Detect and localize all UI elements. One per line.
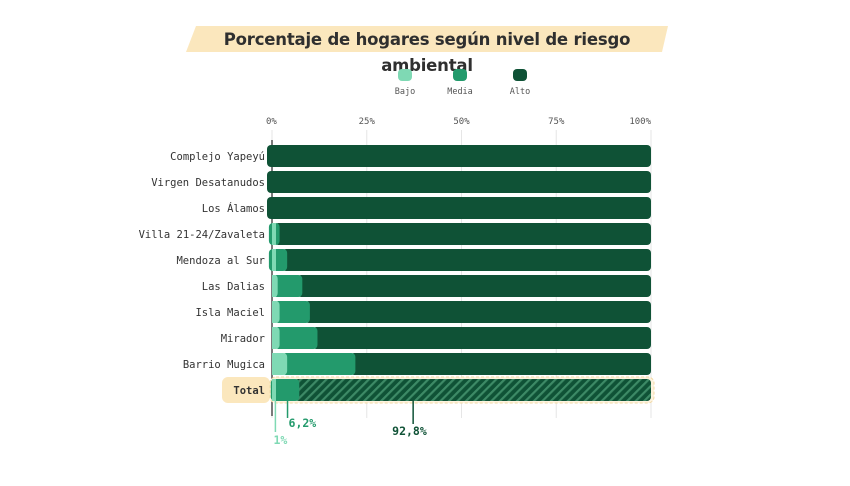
bar-group (268, 223, 651, 245)
bar-segment-alto (267, 197, 651, 219)
bar-group (272, 301, 651, 323)
x-tick-label: 50% (453, 117, 470, 127)
bar-group (267, 145, 651, 167)
bar-left-edge (272, 223, 276, 245)
bar-segment-media (268, 249, 288, 271)
legend-label: Alto (510, 87, 530, 97)
bar-segment-media (270, 379, 300, 401)
category-label: Mirador (221, 333, 265, 345)
legend-label: Media (447, 87, 473, 97)
bar-group (272, 327, 651, 349)
bar-left-edge (272, 301, 276, 323)
bar-group (267, 171, 651, 193)
bar-left-edge (272, 275, 276, 297)
bar-left-edge (272, 145, 276, 167)
bar-segment-alto (267, 145, 651, 167)
bar-group (270, 379, 651, 401)
legend-swatch (513, 69, 527, 81)
bar-segment-media (282, 353, 356, 375)
bar-group (272, 353, 651, 375)
bar-left-edge (272, 379, 276, 401)
bar-segment-alto (297, 275, 651, 297)
x-tick-label: 0% (266, 117, 277, 127)
x-tick-label: 100% (629, 117, 651, 127)
bar-segment-media (274, 301, 310, 323)
legend-swatch (453, 69, 467, 81)
category-label: Isla Maciel (195, 307, 265, 319)
x-tick-label: 75% (548, 117, 565, 127)
bar-group (267, 197, 651, 219)
annotation-media: 6,2% (289, 416, 317, 430)
title-banner (186, 26, 668, 52)
bar-left-edge (272, 353, 276, 375)
x-tick-label: 25% (359, 117, 376, 127)
category-label: Las Dalias (202, 281, 265, 293)
bar-left-edge (272, 327, 276, 349)
bar-segment-alto (274, 223, 651, 245)
bar-segment-alto (350, 353, 651, 375)
bar-left-edge (272, 249, 276, 271)
annotation-bajo: 1% (273, 433, 287, 447)
category-label: Los Álamos (202, 202, 265, 215)
bar-group (268, 249, 651, 271)
legend-swatch (398, 69, 412, 81)
category-label: Complejo Yapeyú (170, 151, 265, 163)
bar-segment-alto (294, 379, 651, 401)
bar-segment-alto (267, 171, 651, 193)
category-label: Barrio Mugica (183, 359, 265, 371)
category-label: Villa 21-24/Zavaleta (139, 229, 265, 241)
bar-group (272, 275, 651, 297)
bar-segment-media (272, 275, 303, 297)
bar-segment-alto (282, 249, 651, 271)
bar-segment-media (274, 327, 318, 349)
bar-left-edge (272, 197, 276, 219)
category-label: Virgen Desatanudos (151, 177, 265, 189)
bar-segment-alto (312, 327, 651, 349)
legend-label: Bajo (395, 87, 415, 97)
bar-segment-alto (304, 301, 651, 323)
bar-left-edge (272, 171, 276, 193)
total-label-box (222, 377, 270, 403)
annotation-alto: 92,8% (392, 424, 427, 438)
category-label: Total (233, 385, 265, 397)
category-label: Mendoza al Sur (176, 255, 265, 267)
